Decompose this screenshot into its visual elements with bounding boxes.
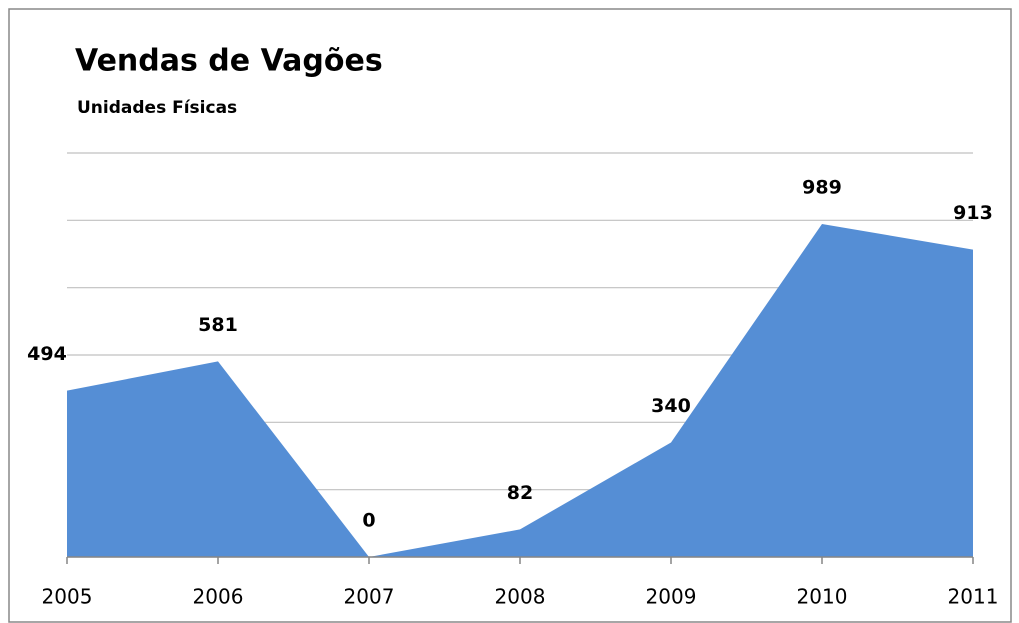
- data-label: 0: [362, 510, 375, 532]
- x-tick-label: 2005: [42, 585, 93, 609]
- x-tick-label: 2008: [495, 585, 546, 609]
- data-label: 82: [507, 482, 533, 504]
- data-label: 581: [198, 314, 238, 336]
- area: [67, 224, 973, 557]
- x-tick-label: 2009: [646, 585, 697, 609]
- data-label: 494: [27, 343, 67, 365]
- chart-subtitle: Unidades Físicas: [77, 98, 237, 118]
- x-tick-label: 2006: [193, 585, 244, 609]
- x-tick-label: 2007: [344, 585, 395, 609]
- chart-title: Vendas de Vagões: [75, 44, 383, 79]
- data-label: 913: [953, 202, 993, 224]
- x-tick-label: 2010: [797, 585, 848, 609]
- data-label: 340: [651, 395, 691, 417]
- x-tick-label: 2011: [948, 585, 999, 609]
- data-label: 989: [802, 177, 842, 199]
